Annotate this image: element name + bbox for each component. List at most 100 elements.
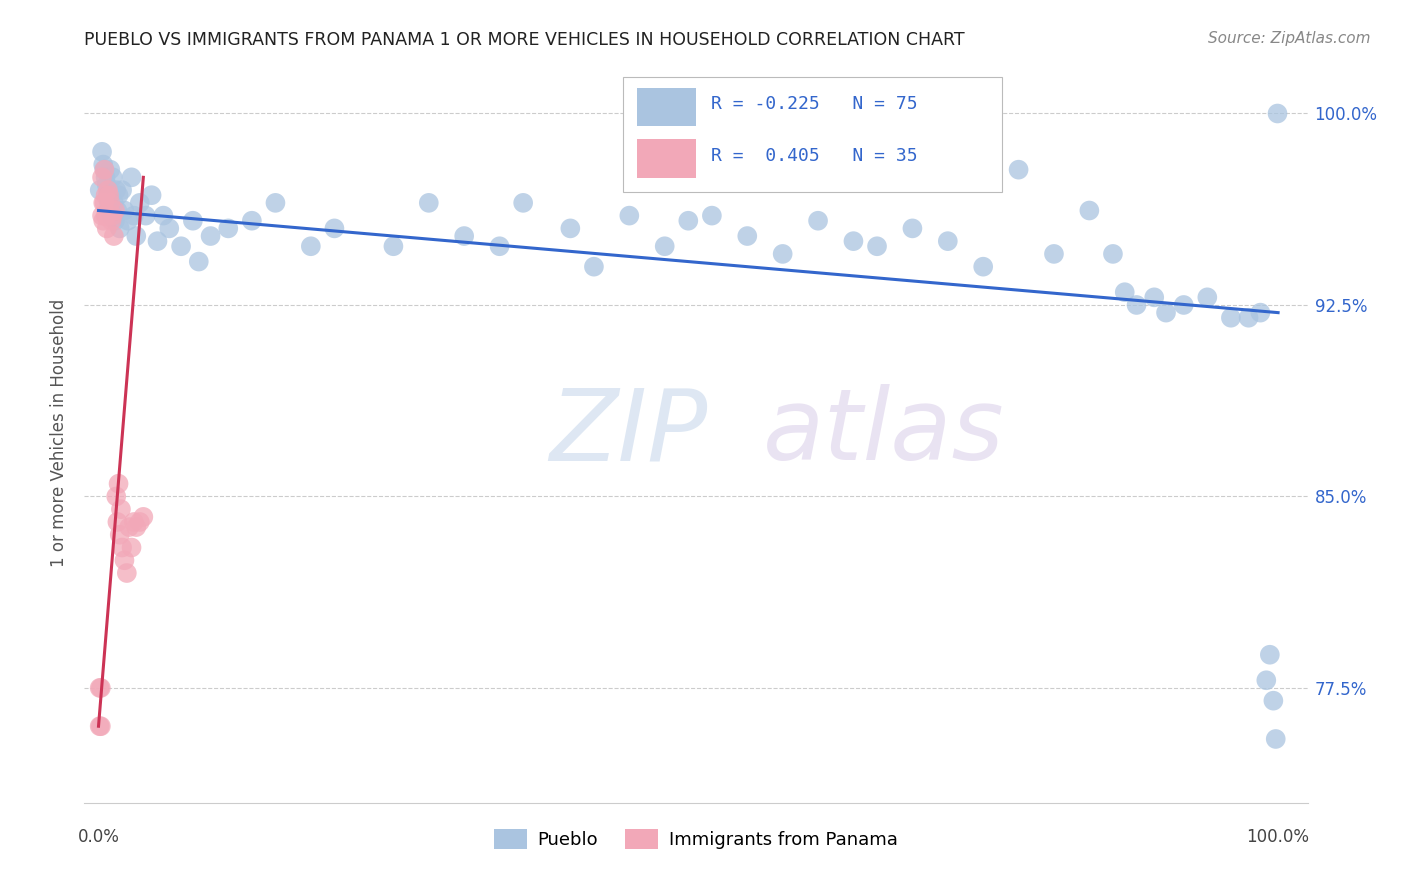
Point <box>972 260 994 274</box>
Point <box>104 203 127 218</box>
Point <box>100 213 122 227</box>
Point <box>108 221 131 235</box>
Point <box>93 195 115 210</box>
Point <box>488 239 510 253</box>
Point <box>560 221 582 235</box>
Point <box>89 183 111 197</box>
Point <box>200 229 222 244</box>
Point <box>90 681 112 695</box>
Point <box>122 515 145 529</box>
Point <box>122 209 145 223</box>
Point <box>101 209 124 223</box>
Point <box>936 234 959 248</box>
Point <box>842 234 865 248</box>
Point <box>1258 648 1281 662</box>
Point <box>582 260 605 274</box>
Point <box>117 213 139 227</box>
Y-axis label: 1 or more Vehicles in Household: 1 or more Vehicles in Household <box>51 299 69 566</box>
Point <box>105 490 128 504</box>
Point <box>114 553 136 567</box>
Point <box>323 221 346 235</box>
Point <box>97 188 120 202</box>
Text: R =  0.405   N = 35: R = 0.405 N = 35 <box>710 146 917 165</box>
Point <box>103 229 125 244</box>
Point <box>217 221 239 235</box>
Point <box>105 183 128 197</box>
Point <box>101 170 124 185</box>
Point <box>735 229 758 244</box>
Point <box>146 234 169 248</box>
Text: ZIP: ZIP <box>550 384 707 481</box>
Point <box>1263 694 1285 708</box>
Point <box>93 162 115 177</box>
Point <box>1114 285 1136 300</box>
Point <box>1256 673 1278 688</box>
Point <box>115 566 138 580</box>
Point <box>107 188 129 202</box>
Point <box>91 195 114 210</box>
Point <box>240 213 263 227</box>
Point <box>181 213 204 227</box>
Point <box>107 476 129 491</box>
Point <box>118 520 141 534</box>
Point <box>1154 305 1177 319</box>
Point <box>108 527 131 541</box>
Point <box>98 188 121 202</box>
Text: 100.0%: 100.0% <box>1247 829 1309 847</box>
Point <box>152 209 174 223</box>
Point <box>91 145 114 159</box>
Point <box>104 213 127 227</box>
Point <box>111 183 134 197</box>
Point <box>111 541 134 555</box>
Point <box>187 254 209 268</box>
Point <box>98 195 121 210</box>
Text: Source: ZipAtlas.com: Source: ZipAtlas.com <box>1208 31 1371 46</box>
Point <box>1237 310 1260 325</box>
Point <box>654 239 676 253</box>
Point <box>772 247 794 261</box>
Point <box>98 162 121 177</box>
Point <box>1264 731 1286 746</box>
Point <box>96 178 118 192</box>
Legend: Pueblo, Immigrants from Panama: Pueblo, Immigrants from Panama <box>486 822 905 856</box>
Point <box>128 515 150 529</box>
Text: atlas: atlas <box>763 384 1005 481</box>
Point <box>91 213 114 227</box>
Point <box>105 515 128 529</box>
Point <box>382 239 405 253</box>
Point <box>121 541 143 555</box>
Point <box>619 209 641 223</box>
Point <box>91 209 114 223</box>
Point <box>866 239 889 253</box>
Point <box>170 239 193 253</box>
Point <box>132 509 155 524</box>
Point <box>89 719 111 733</box>
Point <box>700 209 723 223</box>
Point <box>299 239 322 253</box>
Point <box>1173 298 1195 312</box>
Point <box>93 162 115 177</box>
Point <box>98 195 121 210</box>
Point <box>1043 247 1066 261</box>
Point <box>90 719 112 733</box>
Point <box>1102 247 1125 261</box>
Point <box>157 221 180 235</box>
Point <box>1007 162 1029 177</box>
Point <box>264 195 287 210</box>
Point <box>141 188 163 202</box>
Point <box>91 157 114 171</box>
Text: PUEBLO VS IMMIGRANTS FROM PANAMA 1 OR MORE VEHICLES IN HOUSEHOLD CORRELATION CHA: PUEBLO VS IMMIGRANTS FROM PANAMA 1 OR MO… <box>84 31 965 49</box>
Point <box>114 203 136 218</box>
Point <box>105 203 128 218</box>
Text: 0.0%: 0.0% <box>77 829 120 847</box>
Point <box>1197 290 1219 304</box>
Point <box>128 195 150 210</box>
Point <box>1125 298 1147 312</box>
Point <box>1267 106 1289 120</box>
Point <box>135 209 157 223</box>
Point <box>512 195 534 210</box>
Point <box>89 681 111 695</box>
Point <box>103 195 125 210</box>
Point <box>97 183 120 197</box>
Point <box>678 213 700 227</box>
